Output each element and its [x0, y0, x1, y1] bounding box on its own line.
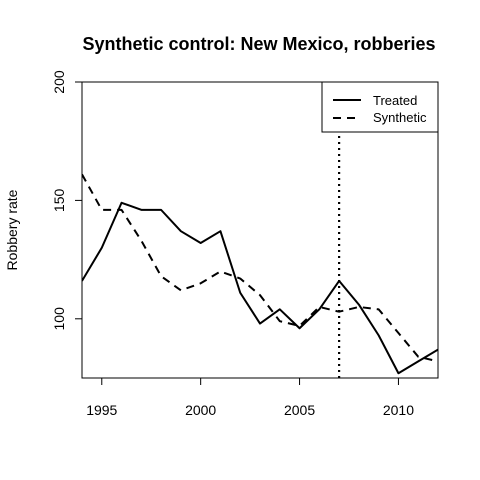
legend-label-treated: Treated — [373, 93, 417, 108]
y-axis: 100 150 200 — [51, 70, 83, 331]
series-layer — [82, 173, 438, 375]
legend-label-synthetic: Synthetic — [373, 110, 427, 125]
x-tick-label: 2010 — [383, 402, 414, 418]
series-line-synthetic — [82, 173, 438, 363]
x-axis: 1995 2000 2005 2010 — [86, 377, 414, 418]
y-axis-label: Robbery rate — [4, 189, 20, 270]
legend-box — [321, 81, 439, 133]
y-tick-label: 150 — [51, 189, 67, 213]
legend: Treated Synthetic — [321, 81, 439, 133]
x-tick-label: 2000 — [185, 402, 216, 418]
x-tick-label: 2005 — [284, 402, 315, 418]
chart-title: Synthetic control: New Mexico, robberies — [82, 34, 435, 54]
y-tick-label: 200 — [51, 70, 67, 94]
series-line-treated — [82, 201, 438, 375]
y-tick-label: 100 — [51, 307, 67, 331]
x-tick-label: 1995 — [86, 402, 117, 418]
